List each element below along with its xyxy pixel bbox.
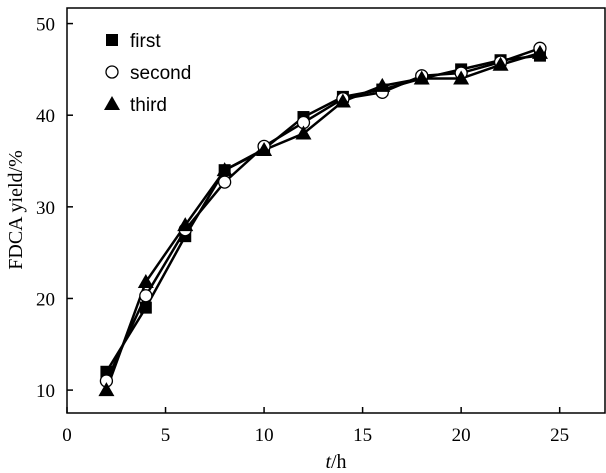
y-tick-label: 40 xyxy=(36,106,55,127)
data-point-third xyxy=(531,44,548,59)
series-line-third xyxy=(105,51,541,391)
legend-marker-first xyxy=(106,34,118,46)
data-point-third xyxy=(295,125,312,140)
series-line-first xyxy=(105,54,541,373)
legend: first second third xyxy=(104,31,191,116)
y-tick-label: 30 xyxy=(36,198,55,219)
legend-label-second: second xyxy=(130,63,191,84)
data-point-third xyxy=(453,70,470,85)
data-point-first xyxy=(100,365,113,378)
data-point-third xyxy=(413,70,430,85)
y-axis-label: FDCA yield/% xyxy=(5,150,27,269)
x-tick-label: 0 xyxy=(62,425,72,446)
data-point-third xyxy=(492,56,509,71)
x-tick-label: 25 xyxy=(550,425,569,446)
data-point-second xyxy=(218,175,232,189)
legend-label-first: first xyxy=(130,31,161,52)
data-point-third xyxy=(334,93,351,108)
data-point-third xyxy=(137,273,154,288)
data-point-first xyxy=(139,301,152,314)
plot-frame xyxy=(66,7,606,414)
y-tick-label: 10 xyxy=(36,381,55,402)
x-tick-label: 10 xyxy=(255,425,274,446)
data-point-third xyxy=(256,142,273,157)
legend-marker-second xyxy=(105,65,119,79)
series-line-second xyxy=(105,47,541,382)
data-point-second xyxy=(139,289,153,303)
data-point-third xyxy=(177,217,194,232)
data-point-third xyxy=(216,162,233,177)
x-tick-label: 20 xyxy=(452,425,471,446)
y-tick-label: 50 xyxy=(36,15,55,36)
legend-label-third: third xyxy=(130,95,167,116)
y-tick-label: 20 xyxy=(36,289,55,310)
x-tick-label: 15 xyxy=(353,425,372,446)
data-point-third xyxy=(374,77,391,92)
x-tick-label: 5 xyxy=(161,425,171,446)
x-axis-label: t/h xyxy=(325,451,346,473)
data-point-third xyxy=(98,382,115,397)
legend-marker-third xyxy=(104,96,120,110)
